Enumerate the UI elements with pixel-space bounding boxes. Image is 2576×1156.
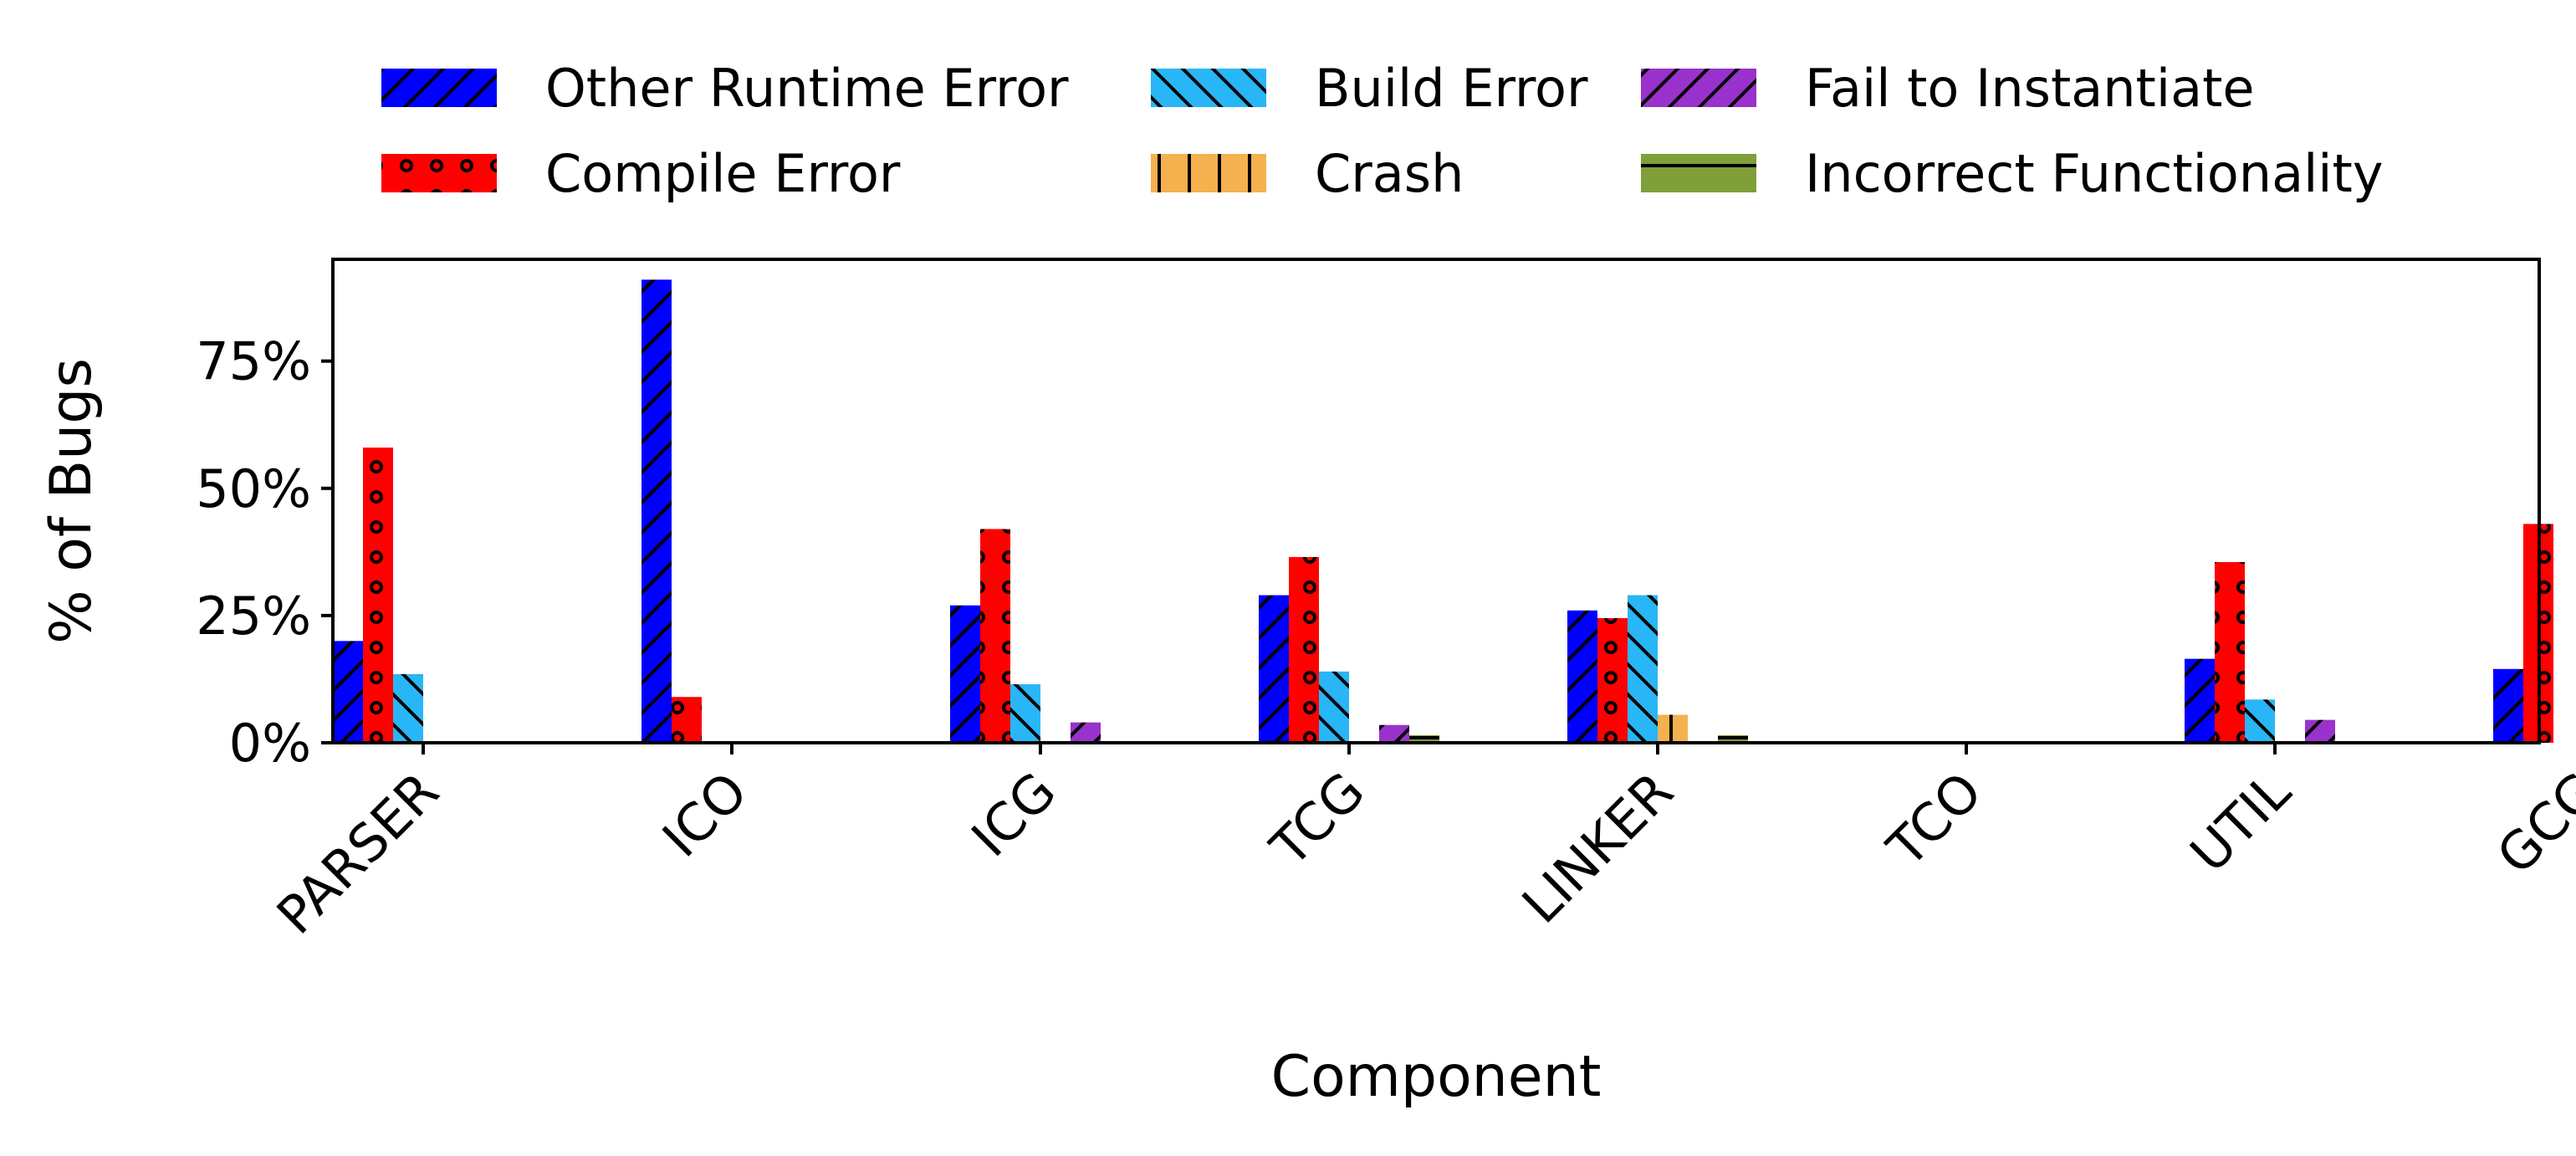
legend-swatch bbox=[1151, 154, 1266, 192]
bar-util-build-error bbox=[2245, 699, 2275, 743]
legend-item-crash: Crash bbox=[1151, 143, 1464, 204]
bar-util-compile-error bbox=[2215, 562, 2245, 743]
x-tick-label-linker: LINKER bbox=[1510, 760, 1685, 935]
bar-linker-incorrect-functionality bbox=[1718, 734, 1748, 743]
y-axis-label: % of Bugs bbox=[38, 358, 105, 644]
y-tick-label: 50% bbox=[196, 458, 311, 519]
legend-label: Compile Error bbox=[545, 143, 901, 204]
bar-tcg-compile-error bbox=[1289, 556, 1319, 743]
bar-util-fail-to-instantiate bbox=[2305, 719, 2335, 743]
x-tick-label-tcg: TCG bbox=[1258, 760, 1376, 878]
bar-ico-compile-error bbox=[672, 697, 702, 743]
legend-swatch bbox=[381, 154, 497, 192]
legend-item-fail-to-instantiate: Fail to Instantiate bbox=[1641, 58, 2255, 119]
bar-icg-build-error bbox=[1010, 684, 1040, 743]
legend-label: Incorrect Functionality bbox=[1805, 143, 2384, 204]
legend: Other Runtime Error Compile Error Build Er… bbox=[381, 58, 2384, 204]
bar-parser-other-runtime-error bbox=[333, 641, 363, 743]
x-tick-label-icg: ICG bbox=[959, 760, 1067, 868]
y-tick-label: 0% bbox=[229, 713, 311, 774]
bar-linker-crash bbox=[1658, 714, 1688, 743]
legend-swatch bbox=[1151, 69, 1266, 107]
bar-icg-fail-to-instantiate bbox=[1071, 722, 1101, 743]
bar-linker-compile-error bbox=[1597, 617, 1628, 743]
bar-icg-compile-error bbox=[980, 529, 1010, 743]
legend-item-compile-error: Compile Error bbox=[381, 143, 901, 204]
legend-label: Build Error bbox=[1315, 58, 1588, 119]
bar-ico-other-runtime-error bbox=[641, 279, 672, 743]
x-tick-label-ico: ICO bbox=[651, 760, 759, 869]
bar-linker-build-error bbox=[1628, 595, 1658, 743]
y-tick-label: 75% bbox=[196, 331, 311, 392]
legend-item-build-error: Build Error bbox=[1151, 58, 1588, 119]
bar-parser-compile-error bbox=[363, 448, 393, 743]
legend-item-incorrect-functionality: Incorrect Functionality bbox=[1641, 143, 2384, 204]
bar-gcg-other-runtime-error bbox=[2493, 668, 2523, 743]
bars bbox=[333, 279, 2553, 743]
legend-swatch bbox=[381, 69, 497, 107]
legend-swatch bbox=[1641, 69, 1756, 107]
y-tick-label: 25% bbox=[196, 586, 311, 647]
x-tick-label-util: UTIL bbox=[2179, 760, 2303, 884]
plot-frame bbox=[331, 258, 2541, 744]
bar-tcg-incorrect-functionality bbox=[1409, 734, 1439, 743]
x-axis-label: Component bbox=[1271, 1044, 1602, 1110]
legend-label: Crash bbox=[1315, 143, 1464, 204]
bar-icg-other-runtime-error bbox=[950, 605, 980, 743]
legend-label: Other Runtime Error bbox=[545, 58, 1069, 119]
x-tick-label-tco: TCO bbox=[1875, 760, 1994, 879]
bar-linker-other-runtime-error bbox=[1567, 610, 1597, 743]
bar-util-other-runtime-error bbox=[2185, 658, 2215, 743]
bar-tcg-build-error bbox=[1319, 671, 1349, 743]
bar-tcg-other-runtime-error bbox=[1259, 595, 1289, 743]
bar-parser-build-error bbox=[393, 673, 423, 743]
legend-item-other-runtime-error: Other Runtime Error bbox=[381, 58, 1069, 119]
x-tick-label-parser: PARSER bbox=[265, 760, 451, 946]
legend-swatch bbox=[1641, 154, 1756, 192]
x-tick-label-gcg: GCG bbox=[2485, 760, 2576, 886]
bar-tcg-fail-to-instantiate bbox=[1379, 724, 1409, 743]
legend-label: Fail to Instantiate bbox=[1805, 58, 2255, 119]
